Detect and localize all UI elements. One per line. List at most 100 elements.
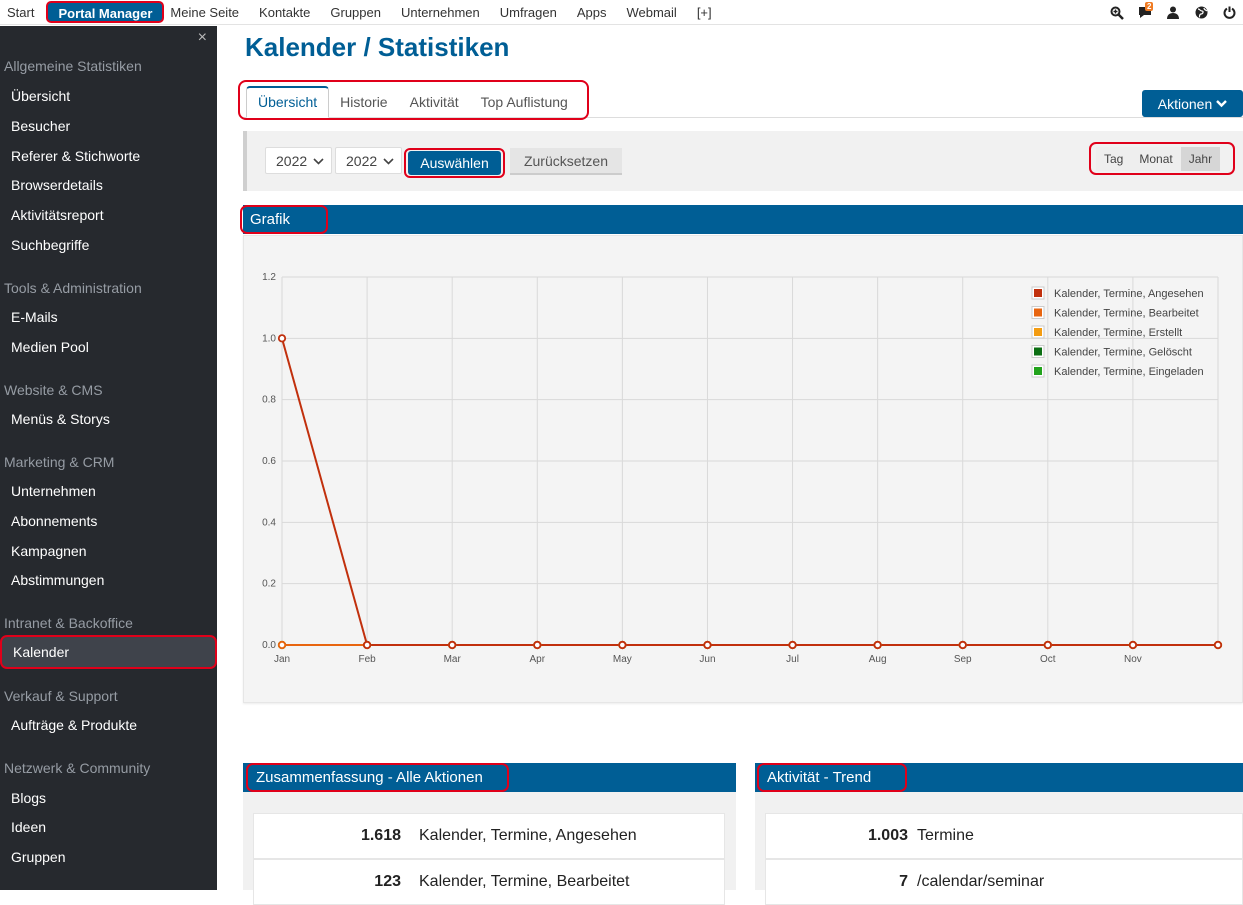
sidebar-item-aktivitaetsreport[interactable]: Aktivitätsreport [11, 207, 104, 223]
tab-top-auflistung[interactable]: Top Auflistung [480, 94, 568, 110]
sidebar-item-browserdetails[interactable]: Browserdetails [11, 177, 103, 193]
nav-umfragen[interactable]: Umfragen [499, 4, 557, 20]
summary-row-value: 1.618 [360, 827, 401, 844]
data-point [703, 640, 712, 650]
nav-kontakte[interactable]: Kontakte [259, 4, 311, 20]
sidebar-group-netzwerk: Netzwerk & Community [4, 760, 151, 776]
grafik-panel-header: Grafik [240, 205, 1243, 234]
sidebar-item-kampagnen[interactable]: Kampagnen [11, 543, 87, 559]
legend-label: Kalender, Termine, Eingeladen [1054, 366, 1204, 378]
nav-add[interactable]: [+] [696, 4, 712, 20]
actions-button[interactable]: Aktionen [1142, 90, 1243, 117]
nav-unternehmen[interactable]: Unternehmen [400, 4, 480, 20]
trend-row-label: /calendar/seminar [917, 873, 1045, 890]
range-jahr[interactable]: Jahr [1180, 146, 1221, 171]
chevron-down-icon [313, 158, 324, 165]
legend-label: Kalender, Termine, Bearbeitet [1054, 308, 1199, 320]
nav-gruppen[interactable]: Gruppen [330, 4, 381, 20]
trend-title: Aktivität - Trend [757, 763, 907, 792]
sidebar-item-auftraege[interactable]: Aufträge & Produkte [11, 717, 138, 733]
data-point [277, 640, 287, 650]
y-tick-label: 0.4 [262, 517, 276, 528]
nav-meine-seite[interactable]: Meine Seite [170, 4, 240, 20]
top-navigation: Start Portal Manager Meine Seite Kontakt… [0, 0, 1243, 25]
sidebar-item-medien-pool[interactable]: Medien Pool [11, 339, 89, 355]
tab-historie[interactable]: Historie [340, 94, 388, 110]
summary-row-label: Kalender, Termine, Angesehen [419, 827, 637, 844]
x-tick-label: Nov [1124, 654, 1142, 665]
series-line [281, 338, 1218, 646]
select-button-label: Auswählen [408, 151, 501, 175]
summary-panel: 1.618 Kalender, Termine, Angesehen 123 K… [243, 792, 736, 905]
reset-button[interactable]: Zurücksetzen [510, 148, 622, 175]
trend-row-value: 1.003 [867, 827, 908, 844]
year-from-select[interactable]: 2022 [265, 147, 332, 174]
legend-label: Kalender, Termine, Angesehen [1054, 288, 1204, 300]
trend-row-label: Termine [917, 827, 974, 844]
data-point [873, 640, 882, 650]
data-point [788, 640, 797, 650]
x-tick-label: Aug [869, 654, 887, 665]
chevron-down-icon [1216, 100, 1228, 108]
trend-panel: 1.003 Termine 7 /calendar/seminar [755, 792, 1243, 905]
legend-swatch [1034, 347, 1042, 356]
tab-aktivitaet[interactable]: Aktivität [409, 94, 459, 110]
year-to-select[interactable]: 2022 [335, 147, 402, 174]
data-point [1043, 640, 1052, 650]
data-point [448, 640, 457, 650]
data-point [362, 640, 372, 650]
power-icon[interactable] [1215, 0, 1243, 25]
sidebar-group-allgemeine-statistiken: Allgemeine Statistiken [4, 58, 142, 74]
summary-row-value: 123 [374, 873, 401, 890]
legend-swatch [1034, 328, 1042, 336]
y-tick-label: 0.2 [262, 579, 276, 590]
sidebar-item-suchbegriffe[interactable]: Suchbegriffe [11, 237, 90, 253]
x-tick-label: Jan [274, 654, 290, 665]
zoom-icon[interactable] [1103, 0, 1131, 25]
x-tick-label: Jul [786, 654, 799, 665]
grafik-title: Grafik [240, 205, 328, 234]
year-from-value: 2022 [276, 152, 308, 169]
notification-badge: 2 [1145, 2, 1154, 11]
sidebar-item-unternehmen[interactable]: Unternehmen [11, 483, 96, 499]
sidebar-group-intranet: Intranet & Backoffice [4, 615, 133, 631]
trend-panel-header: Aktivität - Trend [755, 763, 1243, 792]
year-to-value: 2022 [346, 152, 378, 169]
sidebar-item-ideen[interactable]: Ideen [11, 819, 47, 835]
sidebar-item-uebersicht[interactable]: Übersicht [11, 88, 71, 104]
sidebar-group-tools: Tools & Administration [4, 280, 142, 296]
sidebar-item-blogs[interactable]: Blogs [11, 790, 47, 806]
nav-webmail[interactable]: Webmail [626, 4, 677, 20]
sidebar-item-besucher[interactable]: Besucher [11, 118, 71, 134]
sidebar-item-abstimmungen[interactable]: Abstimmungen [11, 572, 105, 588]
nav-start[interactable]: Start [7, 4, 35, 20]
tab-uebersicht[interactable]: Übersicht [246, 86, 330, 118]
trend-row: 1.003 Termine [765, 813, 1243, 859]
range-monat[interactable]: Monat [1131, 146, 1181, 171]
legend-swatch [1034, 308, 1042, 317]
range-tag[interactable]: Tag [1096, 146, 1132, 171]
trend-row: 7 /calendar/seminar [765, 859, 1243, 905]
select-button[interactable]: Auswählen [404, 148, 505, 178]
y-tick-label: 0.0 [262, 640, 276, 651]
sidebar-item-abonnements[interactable]: Abonnements [11, 513, 98, 529]
y-tick-label: 0.6 [262, 456, 276, 467]
sidebar-item-gruppen[interactable]: Gruppen [11, 849, 66, 865]
sidebar-item-menues-storys[interactable]: Menüs & Storys [11, 411, 110, 427]
user-icon[interactable] [1159, 0, 1187, 25]
sidebar-item-emails[interactable]: E-Mails [11, 309, 58, 325]
sidebar: × Allgemeine Statistiken Übersicht Besuc… [0, 26, 217, 890]
globe-icon[interactable] [1187, 0, 1215, 25]
y-tick-label: 1.0 [262, 333, 276, 344]
sidebar-item-referer[interactable]: Referer & Stichworte [11, 148, 141, 164]
close-icon[interactable]: × [197, 29, 207, 46]
chat-icon[interactable]: 2 [1131, 0, 1159, 25]
sidebar-item-kalender[interactable]: Kalender [0, 635, 217, 669]
tabs-divider [243, 117, 1243, 118]
legend-label: Kalender, Termine, Gelöscht [1054, 347, 1192, 359]
x-tick-label: Sep [954, 654, 972, 665]
data-point [1128, 640, 1138, 650]
nav-portal-manager[interactable]: Portal Manager [46, 1, 165, 23]
nav-apps[interactable]: Apps [576, 4, 607, 20]
y-tick-label: 0.8 [262, 395, 276, 406]
